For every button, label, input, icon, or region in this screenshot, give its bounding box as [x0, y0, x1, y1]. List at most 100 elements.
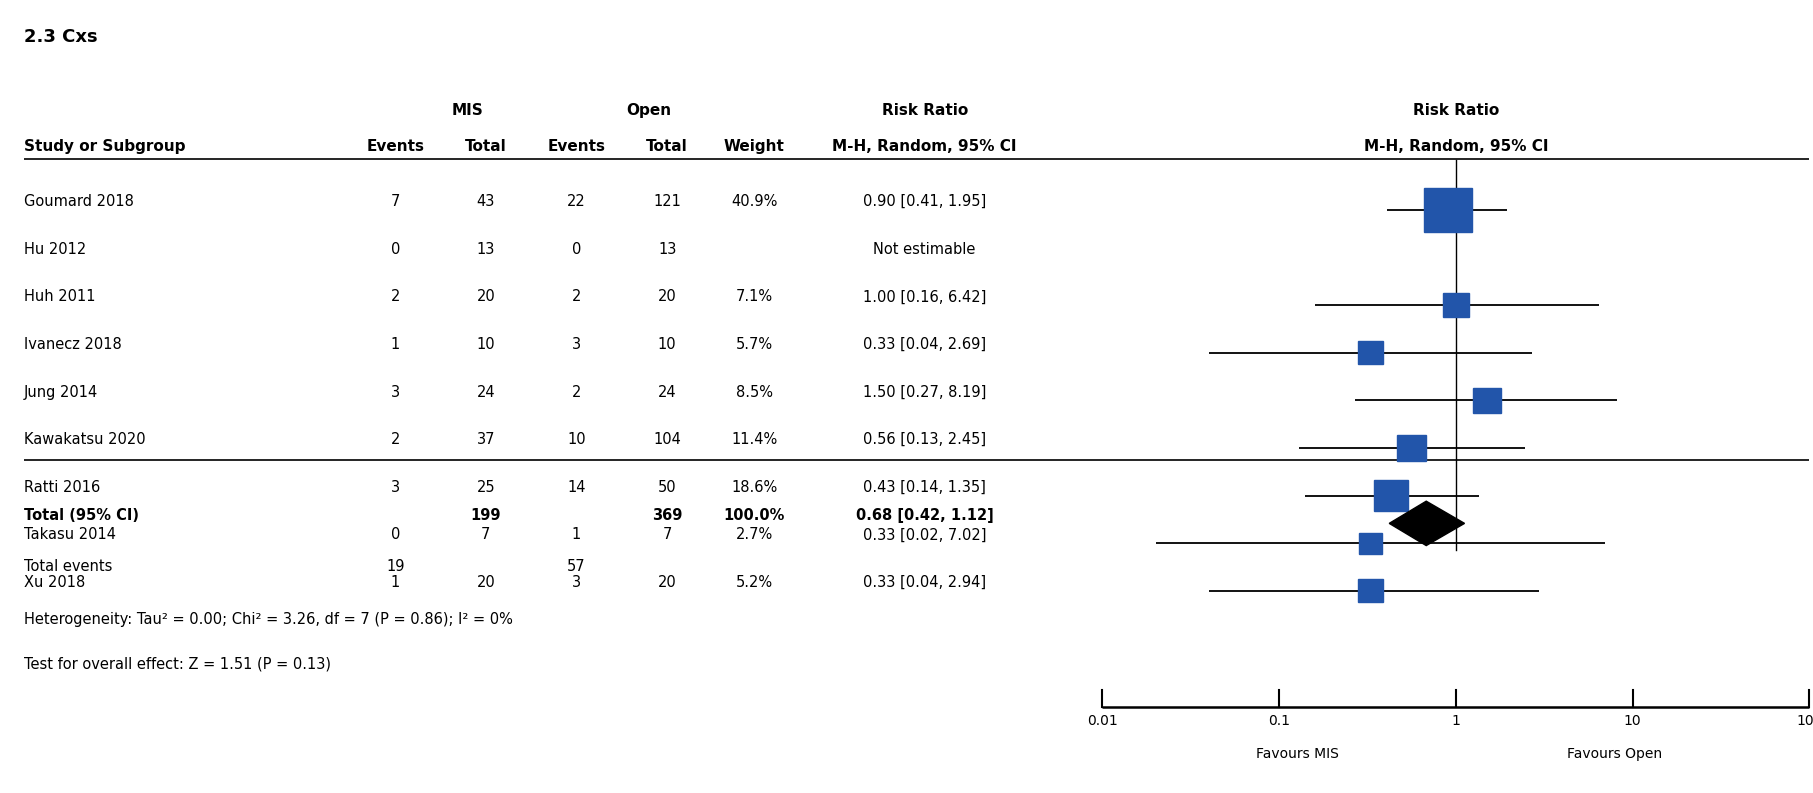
Text: 1: 1: [390, 337, 401, 352]
Text: 7: 7: [390, 194, 401, 209]
Text: Total: Total: [645, 139, 689, 154]
Text: 25: 25: [477, 480, 495, 495]
Text: 199: 199: [471, 508, 500, 523]
Text: 14: 14: [567, 480, 586, 495]
Text: Huh 2011: Huh 2011: [24, 289, 94, 305]
Text: 0.33 [0.02, 7.02]: 0.33 [0.02, 7.02]: [863, 527, 986, 542]
Text: Total: Total: [464, 139, 508, 154]
Text: Risk Ratio: Risk Ratio: [1412, 103, 1499, 118]
Text: 20: 20: [658, 575, 676, 590]
Text: Ratti 2016: Ratti 2016: [24, 480, 100, 495]
Text: Events: Events: [366, 139, 424, 154]
Text: 104: 104: [653, 432, 682, 447]
Text: 3: 3: [390, 385, 401, 400]
Text: Jung 2014: Jung 2014: [24, 385, 98, 400]
Text: Total (95% CI): Total (95% CI): [24, 508, 138, 523]
Text: 5.2%: 5.2%: [736, 575, 772, 590]
Text: 13: 13: [658, 242, 676, 257]
Text: 18.6%: 18.6%: [731, 480, 778, 495]
Text: 7.1%: 7.1%: [736, 289, 772, 305]
Bar: [1443, 293, 1469, 317]
Text: 37: 37: [477, 432, 495, 447]
Text: 43: 43: [477, 194, 495, 209]
Text: Takasu 2014: Takasu 2014: [24, 527, 116, 542]
Text: 10: 10: [1624, 714, 1641, 728]
Text: 1: 1: [390, 575, 401, 590]
Text: Ivanecz 2018: Ivanecz 2018: [24, 337, 121, 352]
Text: Weight: Weight: [723, 139, 785, 154]
Text: 2.7%: 2.7%: [736, 527, 772, 542]
Text: 20: 20: [658, 289, 676, 305]
Text: 100: 100: [1797, 714, 1813, 728]
Text: 20: 20: [477, 575, 495, 590]
Text: 7: 7: [662, 527, 673, 542]
Text: 1: 1: [1452, 714, 1459, 728]
Text: 20: 20: [477, 289, 495, 305]
Text: Risk Ratio: Risk Ratio: [881, 103, 968, 118]
Text: 100.0%: 100.0%: [723, 508, 785, 523]
Text: 0.90 [0.41, 1.95]: 0.90 [0.41, 1.95]: [863, 194, 986, 209]
Text: 3: 3: [571, 337, 582, 352]
Text: 121: 121: [653, 194, 682, 209]
Text: Open: Open: [627, 103, 671, 118]
Bar: [1360, 533, 1383, 554]
Bar: [1358, 580, 1383, 602]
Text: Total events: Total events: [24, 559, 112, 574]
Text: M-H, Random, 95% CI: M-H, Random, 95% CI: [832, 139, 1017, 154]
Text: 0.68 [0.42, 1.12]: 0.68 [0.42, 1.12]: [856, 508, 994, 523]
Text: 8.5%: 8.5%: [736, 385, 772, 400]
Text: Favours Open: Favours Open: [1566, 747, 1663, 761]
Text: MIS: MIS: [451, 103, 484, 118]
Text: Test for overall effect: Z = 1.51 (P = 0.13): Test for overall effect: Z = 1.51 (P = 0…: [24, 657, 330, 672]
Bar: [1396, 435, 1427, 462]
Text: 2: 2: [390, 432, 401, 447]
Text: 0: 0: [390, 242, 401, 257]
Text: 40.9%: 40.9%: [731, 194, 778, 209]
Text: 1.50 [0.27, 8.19]: 1.50 [0.27, 8.19]: [863, 385, 986, 400]
Text: 0.01: 0.01: [1088, 714, 1117, 728]
Text: 0: 0: [571, 242, 582, 257]
Text: 10: 10: [567, 432, 586, 447]
Text: Events: Events: [548, 139, 606, 154]
Text: 2: 2: [390, 289, 401, 305]
Text: 0.43 [0.14, 1.35]: 0.43 [0.14, 1.35]: [863, 480, 986, 495]
Text: 3: 3: [390, 480, 401, 495]
Text: 5.7%: 5.7%: [736, 337, 772, 352]
Text: 50: 50: [658, 480, 676, 495]
Text: 3: 3: [571, 575, 582, 590]
Text: 7: 7: [480, 527, 491, 542]
Text: 2: 2: [571, 289, 582, 305]
Text: 19: 19: [386, 559, 404, 574]
Text: Goumard 2018: Goumard 2018: [24, 194, 134, 209]
Text: 0: 0: [390, 527, 401, 542]
Text: 22: 22: [567, 194, 586, 209]
Text: 10: 10: [658, 337, 676, 352]
Text: 0.33 [0.04, 2.94]: 0.33 [0.04, 2.94]: [863, 575, 986, 590]
Text: Xu 2018: Xu 2018: [24, 575, 85, 590]
Text: M-H, Random, 95% CI: M-H, Random, 95% CI: [1363, 139, 1548, 154]
Text: Favours MIS: Favours MIS: [1256, 747, 1338, 761]
Bar: [1358, 342, 1383, 364]
Text: 1.00 [0.16, 6.42]: 1.00 [0.16, 6.42]: [863, 289, 986, 305]
Text: Not estimable: Not estimable: [874, 242, 975, 257]
Text: 2: 2: [571, 385, 582, 400]
Text: Kawakatsu 2020: Kawakatsu 2020: [24, 432, 145, 447]
Text: 24: 24: [477, 385, 495, 400]
Text: 0.1: 0.1: [1267, 714, 1291, 728]
Text: 0.56 [0.13, 2.45]: 0.56 [0.13, 2.45]: [863, 432, 986, 447]
Text: 1: 1: [571, 527, 582, 542]
Text: 24: 24: [658, 385, 676, 400]
Text: 13: 13: [477, 242, 495, 257]
Text: 0.33 [0.04, 2.69]: 0.33 [0.04, 2.69]: [863, 337, 986, 352]
Polygon shape: [1389, 501, 1465, 546]
Bar: [1474, 389, 1501, 412]
Text: 10: 10: [477, 337, 495, 352]
Text: 57: 57: [567, 559, 586, 574]
Text: Heterogeneity: Tau² = 0.00; Chi² = 3.26, df = 7 (P = 0.86); I² = 0%: Heterogeneity: Tau² = 0.00; Chi² = 3.26,…: [24, 612, 513, 627]
Text: 369: 369: [653, 508, 682, 523]
Text: Study or Subgroup: Study or Subgroup: [24, 139, 185, 154]
Text: 2.3 Cxs: 2.3 Cxs: [24, 28, 98, 46]
Text: 11.4%: 11.4%: [731, 432, 778, 447]
Text: Hu 2012: Hu 2012: [24, 242, 85, 257]
Bar: [1374, 481, 1409, 511]
